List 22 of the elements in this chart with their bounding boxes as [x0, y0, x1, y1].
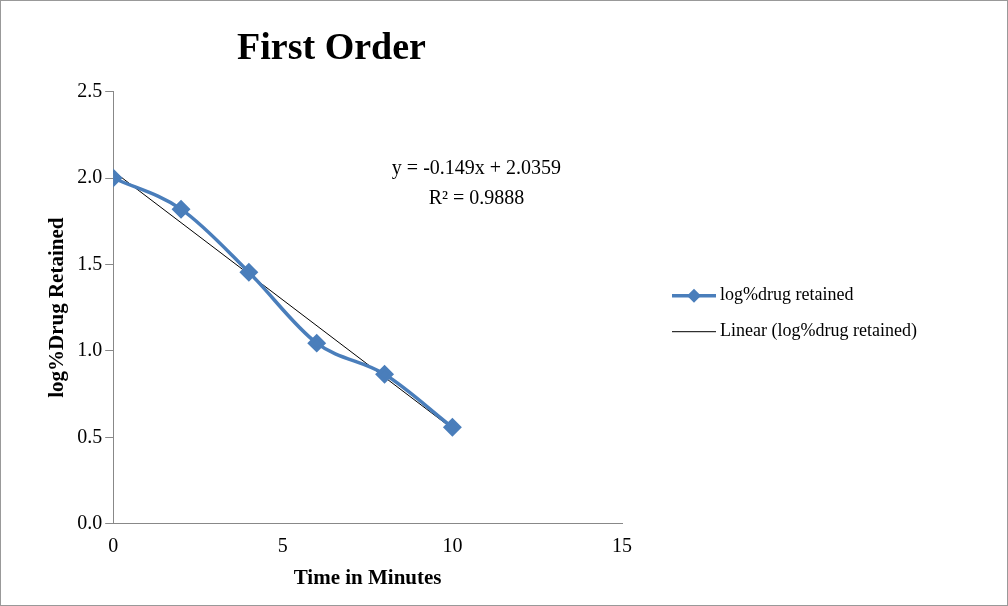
y-tick-label: 2.0: [77, 165, 103, 188]
point: [375, 365, 394, 384]
point: [307, 334, 326, 352]
x-axis-title: Time in Minutes: [293, 564, 442, 589]
point: [172, 200, 190, 218]
annotation: y = -0.149x + 2.0359: [391, 155, 562, 179]
point: [443, 418, 462, 437]
y-tick-label: 0.0: [77, 511, 103, 534]
chart-title: First Order: [237, 24, 427, 67]
y-tick-label: 1.5: [77, 251, 103, 274]
legend-label: Linear (log%drug retained): [720, 320, 917, 342]
y-tick-label: 1.0: [77, 338, 103, 361]
x-tick-label: 5: [277, 534, 288, 557]
x-tick-label: 15: [612, 534, 632, 557]
y-tick-label: 2.5: [77, 78, 103, 101]
annotation: R² = 0.9888: [428, 185, 525, 208]
point: [240, 263, 258, 282]
y-tick-label: 0.5: [77, 424, 103, 447]
legend-label: log%drug retained: [720, 284, 854, 305]
x-tick-label: 10: [442, 534, 463, 557]
y-axis-title: log%Drug Retained: [44, 217, 69, 398]
x-tick-label: 0: [108, 534, 119, 557]
